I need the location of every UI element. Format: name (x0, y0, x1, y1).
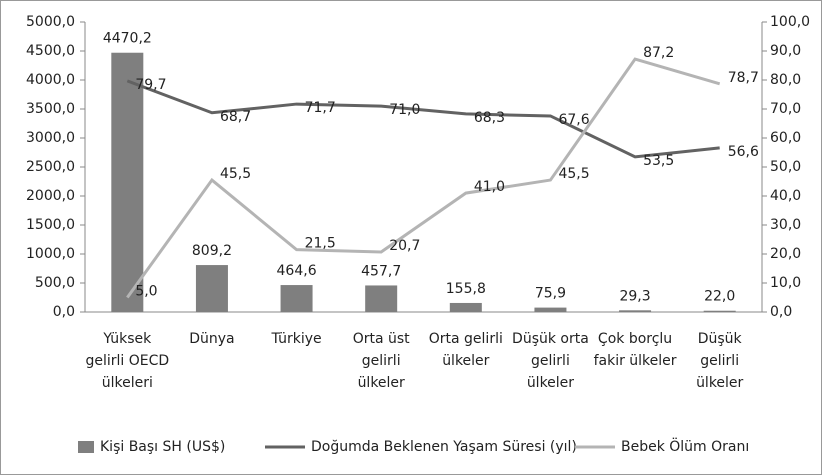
value-label: 5,0 (135, 284, 157, 300)
value-label: 71,7 (305, 100, 336, 116)
value-label: 457,7 (361, 263, 401, 279)
value-label: 56,6 (728, 144, 759, 160)
y2-tick-label: 0,0 (770, 304, 792, 320)
value-label: 45,5 (220, 166, 251, 182)
x-tick-label: Çok borçlu fakir ülkeler (593, 331, 677, 369)
x-tick-label: Düşük gelirli ülkeler (696, 331, 744, 391)
value-label: 4470,2 (103, 31, 152, 47)
value-label: 21,5 (305, 236, 336, 252)
value-label: 155,8 (446, 281, 486, 297)
x-tick-label: Dünya (189, 331, 235, 347)
x-tick-label: Orta gelirli ülkeler (428, 331, 503, 369)
y-tick-label: 5000,0 (26, 14, 75, 30)
x-tick-label: Orta üst gelirli ülkeler (352, 331, 410, 391)
bar (280, 285, 313, 312)
bar (449, 302, 482, 312)
y2-tick-label: 30,0 (770, 217, 801, 233)
legend-swatch (78, 441, 94, 453)
y-tick-label: 4000,0 (26, 72, 75, 88)
y-tick-label: 500,0 (35, 275, 75, 291)
legend-label: Doğumda Beklenen Yaşam Süresi (yıl) (311, 439, 577, 455)
y2-tick-label: 10,0 (770, 275, 801, 291)
y2-tick-label: 40,0 (770, 188, 801, 204)
legend-label: Kişi Başı SH (US$) (100, 439, 225, 455)
value-label: 41,0 (474, 179, 505, 195)
y2-tick-label: 70,0 (770, 101, 801, 117)
bar (195, 265, 228, 312)
y2-tick-label: 80,0 (770, 72, 801, 88)
value-label: 67,6 (558, 112, 589, 128)
value-label: 87,2 (643, 45, 674, 61)
bar (365, 285, 398, 312)
bar (619, 310, 652, 312)
value-label: 71,0 (389, 102, 420, 118)
value-label: 22,0 (704, 289, 735, 305)
value-label: 68,3 (474, 110, 505, 126)
x-tick-label: Türkiye (271, 331, 322, 347)
bar (111, 52, 144, 313)
y-tick-label: 0,0 (53, 304, 75, 320)
y-tick-label: 2000,0 (26, 188, 75, 204)
y2-tick-label: 60,0 (770, 130, 801, 146)
y-tick-label: 3000,0 (26, 130, 75, 146)
y-tick-label: 2500,0 (26, 159, 75, 175)
value-label: 75,9 (535, 286, 566, 302)
line (126, 79, 720, 159)
line (126, 57, 721, 299)
y-tick-label: 1500,0 (26, 217, 75, 233)
y-tick-label: 3500,0 (26, 101, 75, 117)
y2-tick-label: 20,0 (770, 246, 801, 262)
value-label: 68,7 (220, 109, 251, 125)
value-label: 45,5 (558, 166, 589, 182)
value-label: 20,7 (389, 238, 420, 254)
value-label: 464,6 (277, 263, 317, 279)
y2-tick-label: 50,0 (770, 159, 801, 175)
value-label: 53,5 (643, 153, 674, 169)
value-label: 809,2 (192, 243, 232, 259)
x-tick-label: Düşük orta gelirli ülkeler (512, 331, 589, 391)
y-tick-label: 4500,0 (26, 43, 75, 59)
y-tick-label: 1000,0 (26, 246, 75, 262)
legend-label: Bebek Ölüm Oranı (621, 437, 749, 455)
bar (534, 307, 567, 312)
value-label: 79,7 (135, 77, 166, 93)
x-tick-label: Yüksek gelirli OECD ülkeleri (85, 331, 170, 391)
bar (703, 310, 736, 312)
y2-tick-label: 100,0 (770, 14, 810, 30)
value-label: 29,3 (619, 288, 650, 304)
value-label: 78,7 (728, 70, 759, 86)
y2-tick-label: 90,0 (770, 43, 801, 59)
